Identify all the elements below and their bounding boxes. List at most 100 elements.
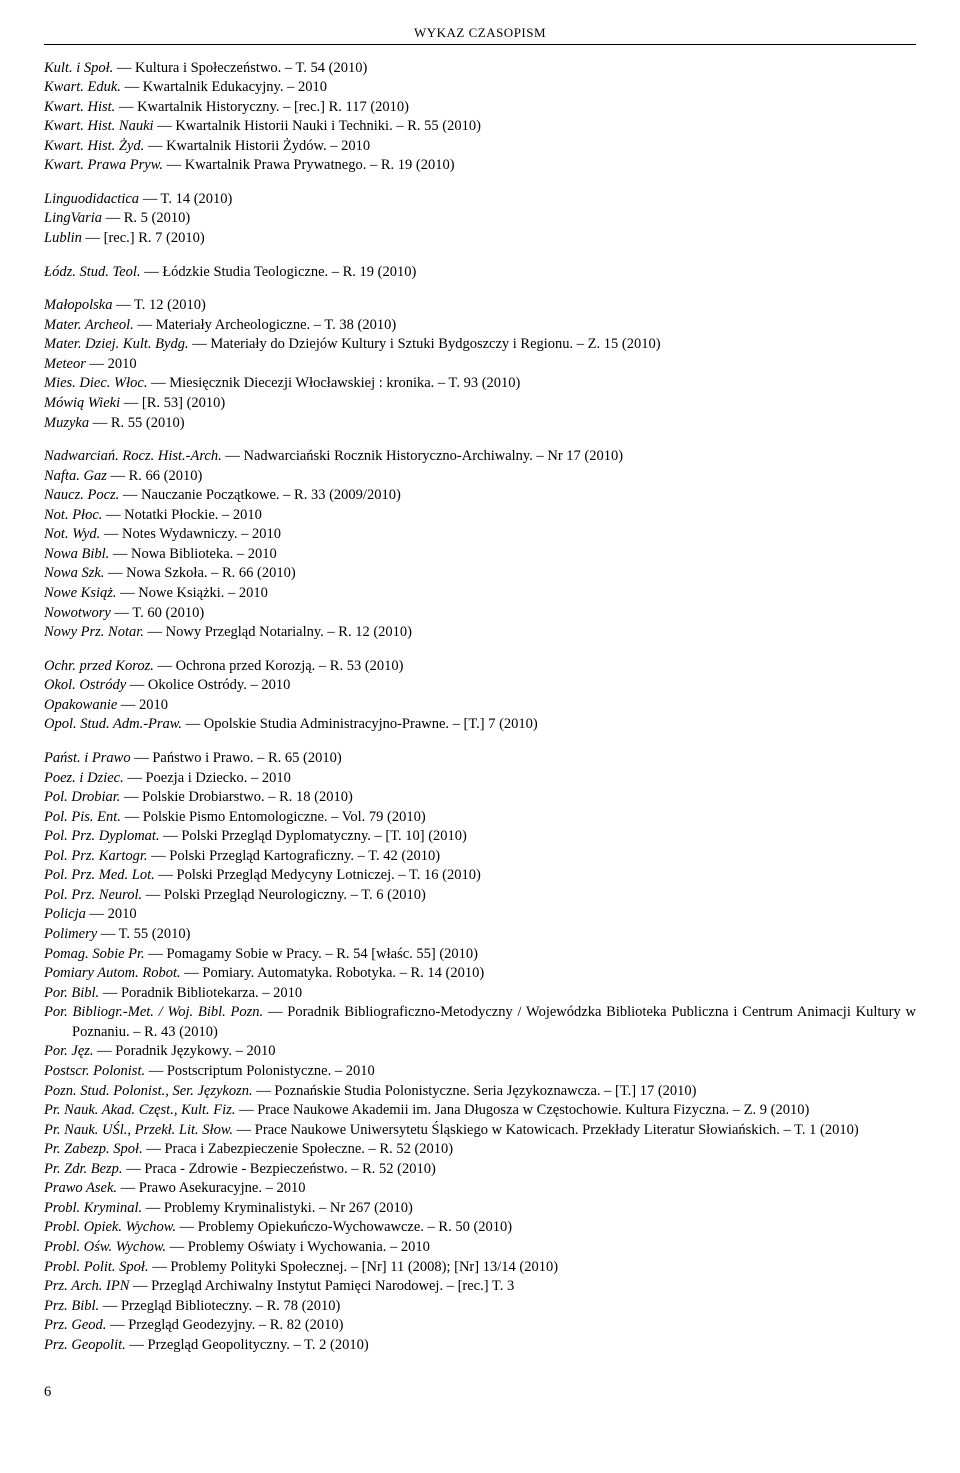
journal-abbrev: Not. Wyd. [44,526,100,542]
journal-title: — Kwartalnik Historyczny. – [rec.] R. 11… [115,99,409,115]
journal-abbrev: Not. Płoc. [44,507,102,523]
journal-entry: Prawo Asek. — Prawo Asekuracyjne. – 2010 [44,1179,916,1199]
journal-abbrev: Pozn. Stud. Polonist., Ser. Językozn. [44,1083,253,1099]
journal-title: — Problemy Kryminalistyki. – Nr 267 (201… [142,1200,413,1216]
journal-abbrev: Nafta. Gaz [44,468,107,484]
journal-entry: Okol. Ostródy — Okolice Ostródy. – 2010 [44,676,916,696]
journal-entry: Mater. Archeol. — Materiały Archeologicz… [44,316,916,336]
journal-abbrev: Polimery [44,926,97,942]
journal-abbrev: Meteor [44,356,86,372]
journal-title: — Problemy Opiekuńczo-Wychowawcze. – R. … [176,1219,512,1235]
journal-title: — Opolskie Studia Administracyjno-Prawne… [182,716,538,732]
journal-entry: Nowy Prz. Notar. — Nowy Przegląd Notaria… [44,623,916,643]
journal-entry: Naucz. Pocz. — Nauczanie Początkowe. – R… [44,486,916,506]
journal-title: — Polski Przegląd Medycyny Lotniczej. – … [155,867,481,883]
journal-entry: Probl. Kryminal. — Problemy Kryminalisty… [44,1199,916,1219]
journal-abbrev: Pomag. Sobie Pr. [44,946,145,962]
journal-entry: Kwart. Prawa Pryw. — Kwartalnik Prawa Pr… [44,156,916,176]
journal-title: — Nowa Biblioteka. – 2010 [109,546,277,562]
journal-abbrev: Probl. Polit. Społ. [44,1259,149,1275]
journal-title: — Poradnik Bibliotekarza. – 2010 [99,985,302,1001]
journal-abbrev: Kwart. Eduk. [44,79,121,95]
journal-title: — 2010 [86,906,137,922]
journal-entry: Państ. i Prawo — Państwo i Prawo. – R. 6… [44,749,916,769]
journal-entry: Pol. Prz. Dyplomat. — Polski Przegląd Dy… [44,827,916,847]
journal-abbrev: Pol. Pis. Ent. [44,809,121,825]
journal-entry: Pr. Zabezp. Społ. — Praca i Zabezpieczen… [44,1140,916,1160]
journal-title: — Ochrona przed Korozją. – R. 53 (2010) [154,658,404,674]
journal-entry: Mater. Dziej. Kult. Bydg. — Materiały do… [44,335,916,355]
journal-entry: Prz. Bibl. — Przegląd Biblioteczny. – R.… [44,1297,916,1317]
journal-entry: Probl. Ośw. Wychow. — Problemy Oświaty i… [44,1238,916,1258]
journal-abbrev: LingVaria [44,210,102,226]
journal-title: — Materiały do Dziejów Kultury i Sztuki … [189,336,661,352]
journal-entry: Kwart. Eduk. — Kwartalnik Edukacyjny. – … [44,78,916,98]
journal-entry: Nowa Szk. — Nowa Szkoła. – R. 66 (2010) [44,564,916,584]
journal-title: — Państwo i Prawo. – R. 65 (2010) [131,750,342,766]
journal-title: — Kwartalnik Edukacyjny. – 2010 [121,79,327,95]
journal-entry: Pomiary Autom. Robot. — Pomiary. Automat… [44,964,916,984]
journal-abbrev: Pomiary Autom. Robot. [44,965,181,981]
section: Małopolska — T. 12 (2010)Mater. Archeol.… [44,296,916,433]
journal-abbrev: Naucz. Pocz. [44,487,119,503]
journal-abbrev: Ochr. przed Koroz. [44,658,154,674]
journal-abbrev: Mater. Dziej. Kult. Bydg. [44,336,189,352]
journal-entry: Lublin — [rec.] R. 7 (2010) [44,229,916,249]
journal-title: — Prawo Asekuracyjne. – 2010 [117,1180,305,1196]
journal-title: — Przegląd Geopolityczny. – T. 2 (2010) [126,1337,369,1353]
journal-entry: Probl. Opiek. Wychow. — Problemy Opiekuń… [44,1218,916,1238]
journal-entry: Polimery — T. 55 (2010) [44,925,916,945]
journal-abbrev: Małopolska [44,297,112,313]
journal-abbrev: Opakowanie [44,697,117,713]
section: Ochr. przed Koroz. — Ochrona przed Koroz… [44,657,916,735]
journal-entry: Pol. Pis. Ent. — Polskie Pismo Entomolog… [44,808,916,828]
journal-title: — 2010 [86,356,137,372]
journal-title: — R. 5 (2010) [102,210,190,226]
journal-title: — Kwartalnik Historii Nauki i Techniki. … [154,118,481,134]
journal-entry: Prz. Arch. IPN — Przegląd Archiwalny Ins… [44,1277,916,1297]
journal-abbrev: Pol. Drobiar. [44,789,120,805]
journal-title: — Przegląd Biblioteczny. – R. 78 (2010) [99,1298,340,1314]
journal-entry: Meteor — 2010 [44,355,916,375]
journal-title: — Polski Przegląd Kartograficzny. – T. 4… [148,848,441,864]
journal-title: — Pomagamy Sobie w Pracy. – R. 54 [właśc… [145,946,478,962]
journal-title: — Nauczanie Początkowe. – R. 33 (2009/20… [119,487,400,503]
page-header: WYKAZ CZASOPISM [44,24,916,45]
section: Państ. i Prawo — Państwo i Prawo. – R. 6… [44,749,916,1355]
journal-title: — Polski Przegląd Dyplomatyczny. – [T. 1… [160,828,467,844]
journal-title: — Praca - Zdrowie - Bezpieczeństwo. – R.… [123,1161,436,1177]
journal-abbrev: Prawo Asek. [44,1180,117,1196]
journal-entry: Opol. Stud. Adm.-Praw. — Opolskie Studia… [44,715,916,735]
journal-entry: Prz. Geod. — Przegląd Geodezyjny. – R. 8… [44,1316,916,1336]
journal-title: — Notes Wydawniczy. – 2010 [100,526,281,542]
journal-entry: Postscr. Polonist. — Postscriptum Poloni… [44,1062,916,1082]
journal-abbrev: Pr. Nauk. Akad. Częst., Kult. Fiz. [44,1102,235,1118]
journal-abbrev: Pol. Prz. Neurol. [44,887,142,903]
journal-abbrev: Prz. Bibl. [44,1298,99,1314]
journal-abbrev: Poez. i Dziec. [44,770,124,786]
journal-abbrev: Nowa Szk. [44,565,104,581]
journal-entry: Ochr. przed Koroz. — Ochrona przed Koroz… [44,657,916,677]
journal-abbrev: Pr. Nauk. UŚl., Przekł. Lit. Słow. [44,1122,233,1138]
journal-entry: Pozn. Stud. Polonist., Ser. Językozn. — … [44,1082,916,1102]
journal-title: — Nowa Szkoła. – R. 66 (2010) [104,565,295,581]
journal-entry: Kwart. Hist. — Kwartalnik Historyczny. –… [44,98,916,118]
journal-entry: Nowe Książ. — Nowe Książki. – 2010 [44,584,916,604]
journal-entry: Pol. Prz. Kartogr. — Polski Przegląd Kar… [44,847,916,867]
journal-abbrev: Pol. Prz. Dyplomat. [44,828,160,844]
journal-abbrev: Policja [44,906,86,922]
journal-title: — Nowy Przegląd Notarialny. – R. 12 (201… [144,624,412,640]
journal-title: — Poezja i Dziecko. – 2010 [124,770,291,786]
journal-entry: Por. Jęz. — Poradnik Językowy. – 2010 [44,1042,916,1062]
journal-abbrev: Postscr. Polonist. [44,1063,145,1079]
journal-title: — Poznańskie Studia Polonistyczne. Seria… [253,1083,697,1099]
journal-abbrev: Muzyka [44,415,89,431]
journal-abbrev: Mówią Wieki [44,395,120,411]
journal-entry: Not. Wyd. — Notes Wydawniczy. – 2010 [44,525,916,545]
journal-entry: Not. Płoc. — Notatki Płockie. – 2010 [44,506,916,526]
journal-abbrev: Kwart. Hist. Żyd. [44,138,144,154]
journal-title: — Polskie Pismo Entomologiczne. – Vol. 7… [121,809,426,825]
journal-abbrev: Mies. Diec. Włoc. [44,375,147,391]
journal-title: — Materiały Archeologiczne. – T. 38 (201… [134,317,396,333]
journal-title: — 2010 [117,697,168,713]
